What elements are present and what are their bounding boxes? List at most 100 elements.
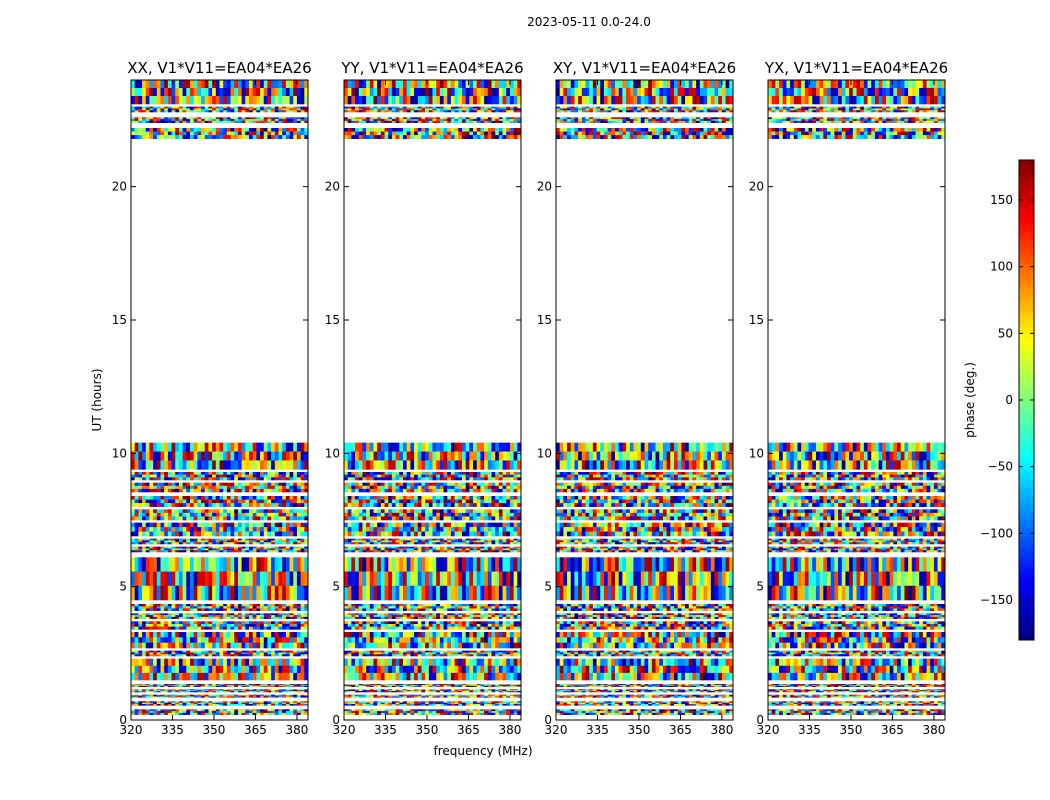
heatmap-cell [439,650,444,653]
heatmap-cell [296,474,302,478]
heatmap-cell [347,616,352,619]
heatmap-cell [149,460,154,470]
heatmap-cell [289,585,294,601]
heatmap-cell [447,613,452,616]
heatmap-cell [164,106,169,109]
heatmap-cell [256,695,261,697]
heatmap-cell [131,701,136,703]
heatmap-cell [282,606,287,609]
heatmap-cell [204,672,209,681]
heatmap-cell [491,704,496,706]
heatmap-cell [175,527,180,532]
heatmap-cell [260,624,265,627]
heatmap-cell [465,709,470,712]
heatmap-cell [491,696,496,698]
heatmap-cell [171,684,176,686]
heatmap-cell [138,522,143,528]
heatmap-cell [260,512,265,517]
heatmap-cell [487,626,492,630]
heatmap-cell [377,665,382,674]
heatmap-cell [164,509,169,514]
heatmap-cell [237,685,243,687]
heatmap-cell [282,542,287,545]
heatmap-cell [458,626,463,630]
heatmap-cell [289,548,294,551]
heatmap-cell [226,696,231,698]
heatmap-cell [142,442,147,452]
heatmap-cell [278,512,283,517]
heatmap-cell [417,684,422,687]
heatmap-cell [178,695,184,697]
heatmap-cell [274,540,279,543]
heatmap-cell [513,691,518,693]
heatmap-cell [149,548,154,551]
heatmap-cell [300,702,305,705]
heatmap-cell [178,665,184,674]
heatmap-cell [256,499,261,504]
heatmap-cell [271,88,276,97]
heatmap-cell [454,696,459,698]
heatmap-cell [300,131,305,136]
heatmap-cell [267,665,272,674]
heatmap-cell [388,711,393,714]
heatmap-cell [267,704,272,706]
heatmap-cell [282,509,287,514]
heatmap-cell [384,650,389,653]
heatmap-cell [260,709,265,712]
heatmap-cell [171,496,176,500]
heatmap-cell [153,496,158,500]
heatmap-cell [164,522,169,528]
heatmap-cell [208,613,213,616]
heatmap-cell [186,88,191,97]
heatmap-cell [182,665,187,674]
heatmap-cell [145,696,150,698]
heatmap-cell [285,108,290,111]
heatmap-cell [304,616,309,619]
heatmap-cell [219,690,224,692]
heatmap-cell [149,650,154,653]
heatmap-cell [160,613,165,616]
heatmap-cell [351,642,356,649]
heatmap-cell [145,691,150,693]
heatmap-cell [149,128,154,132]
heatmap-cell [428,665,433,674]
heatmap-cell [167,613,172,616]
heatmap-cell [223,522,228,528]
heatmap-cell [142,712,147,715]
heatmap-cell [369,604,374,607]
heatmap-cell [193,482,198,487]
heatmap-cell [480,615,485,618]
heatmap-cell [249,96,254,105]
heatmap-cell [208,585,213,601]
heatmap-cell [506,694,511,696]
heatmap-cell [425,604,430,607]
heatmap-cell [190,642,195,649]
heatmap-cell [513,613,518,616]
heatmap-cell [245,442,250,452]
heatmap-cell [377,658,382,667]
heatmap-cell [219,106,224,109]
heatmap-cell [208,557,213,572]
heatmap-cell [480,626,485,630]
heatmap-cell [406,615,411,618]
heatmap-cell [304,704,309,706]
heatmap-cell [223,474,228,478]
heatmap-cell [462,694,467,696]
heatmap-cell [380,709,385,712]
heatmap-cell [263,117,268,120]
heatmap-cell [186,654,191,657]
heatmap-cell [417,712,422,715]
heatmap-cell [300,522,305,528]
heatmap-cell [182,712,187,715]
heatmap-cell [296,485,302,490]
heatmap-cell [215,689,220,691]
heatmap-cell [245,608,250,611]
heatmap-cell [304,632,309,638]
heatmap-cell [212,711,217,714]
heatmap-cell [428,654,433,657]
heatmap-cell [366,689,371,691]
heatmap-cell [406,637,411,643]
heatmap-cell [289,527,294,532]
heatmap-cell [164,117,169,120]
heatmap-cell [241,509,246,514]
